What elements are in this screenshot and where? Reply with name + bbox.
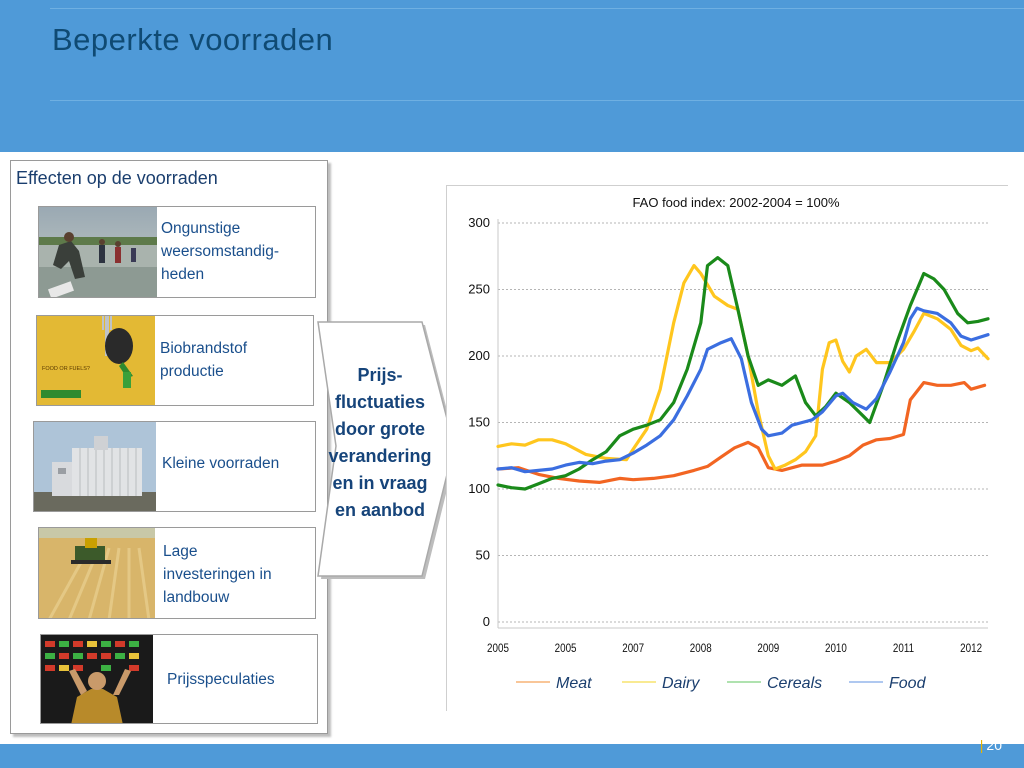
y-tick-label-100: 100 — [468, 481, 490, 496]
legend-label-meat: Meat — [556, 675, 592, 692]
callout-line-4: verandering — [328, 446, 432, 466]
x-tick-label-0: 2005 — [487, 642, 509, 655]
chart-frame — [446, 185, 1008, 711]
callout-line-3: door grote — [335, 419, 425, 439]
card-investment-line-3: landbouw — [163, 589, 230, 606]
card-biofuel-label: Biobrandstof productie — [160, 337, 247, 383]
chart-title: FAO food index: 2002-2004 = 100% — [632, 195, 840, 210]
y-tick-label-300: 300 — [468, 215, 490, 230]
x-tick-label-1: 2005 — [555, 642, 577, 655]
y-tick-label-200: 200 — [468, 348, 490, 363]
card-speculation-label: Prijsspeculaties — [167, 668, 275, 691]
card-weather: Ongunstige weersomstandig- heden — [38, 206, 316, 298]
y-tick-label-250: 250 — [468, 282, 490, 297]
harvest-photo — [39, 528, 155, 618]
legend-label-dairy: Dairy — [662, 675, 700, 692]
y-tick-label-50: 50 — [476, 548, 490, 563]
legend-label-food: Food — [889, 675, 927, 692]
card-investment-line-2: investeringen in — [163, 566, 272, 583]
card-investment-label: Lage investeringen in landbouw — [163, 540, 272, 609]
x-tick-label-6: 2011 — [893, 642, 914, 655]
card-weather-line-1: Ongunstige — [161, 220, 241, 237]
flood-photo — [39, 207, 157, 297]
callout-line-1: Prijs- — [357, 365, 403, 385]
card-weather-label: Ongunstige weersomstandig- heden — [161, 217, 279, 286]
legend-label-cereals: Cereals — [767, 675, 822, 692]
x-tick-label-3: 2008 — [690, 642, 712, 655]
footer-band — [0, 744, 1024, 768]
x-tick-label-7: 2012 — [960, 642, 982, 655]
biofuel-sign-text: FOOD OR FUELS? — [42, 366, 90, 372]
card-weather-line-3: heden — [161, 266, 205, 283]
x-tick-label-2: 2007 — [622, 642, 644, 655]
card-investment-line-1: Lage — [163, 543, 198, 560]
series-line-meat — [496, 381, 987, 484]
card-biofuel-line-2: productie — [160, 363, 224, 380]
card-speculation-line-1: Prijsspeculaties — [167, 671, 275, 688]
silo-photo — [34, 422, 156, 511]
card-biofuel: FOOD OR FUELS? Biobrandstof productie — [36, 315, 314, 406]
series-line-food — [496, 306, 990, 474]
trader-photo — [41, 635, 153, 723]
y-tick-label-0: 0 — [483, 614, 490, 629]
x-tick-label-4: 2009 — [757, 642, 779, 655]
panel-title: Effecten op de voorraden — [16, 168, 218, 188]
callout-line-6: en aanbod — [334, 500, 425, 520]
slide-title: Beperkte voorraden — [52, 22, 334, 57]
callout-line-5: en in vraag — [332, 473, 428, 493]
card-weather-line-2: weersomstandig- — [161, 243, 280, 260]
callout-line-2: fluctuaties — [334, 392, 426, 412]
card-stocks-label: Kleine voorraden — [162, 452, 279, 475]
series-line-cereals — [496, 256, 990, 491]
card-speculation: Prijsspeculaties — [40, 634, 318, 724]
card-stocks: Kleine voorraden — [33, 421, 316, 512]
page-number-value: 20 — [986, 737, 1002, 753]
x-tick-label-5: 2010 — [825, 642, 847, 655]
biofuel-photo: FOOD OR FUELS? — [37, 316, 155, 405]
fao-food-index-chart: FAO food index: 2002-2004 = 100% 0 50 100 15… — [468, 195, 990, 692]
y-tick-label-150: 150 — [468, 415, 490, 430]
header-rule-bottom — [50, 100, 1024, 101]
card-investment: Lage investeringen in landbouw — [38, 527, 316, 619]
header-band — [0, 0, 1024, 152]
page-number: | 20 — [979, 737, 1002, 753]
card-biofuel-line-1: Biobrandstof — [160, 340, 248, 357]
header-rule-top — [50, 8, 1024, 9]
callout-arrow — [317, 321, 457, 579]
card-stocks-line-1: Kleine voorraden — [162, 455, 280, 472]
callout-text: Prijs- fluctuaties door grote veranderin… — [322, 362, 438, 524]
